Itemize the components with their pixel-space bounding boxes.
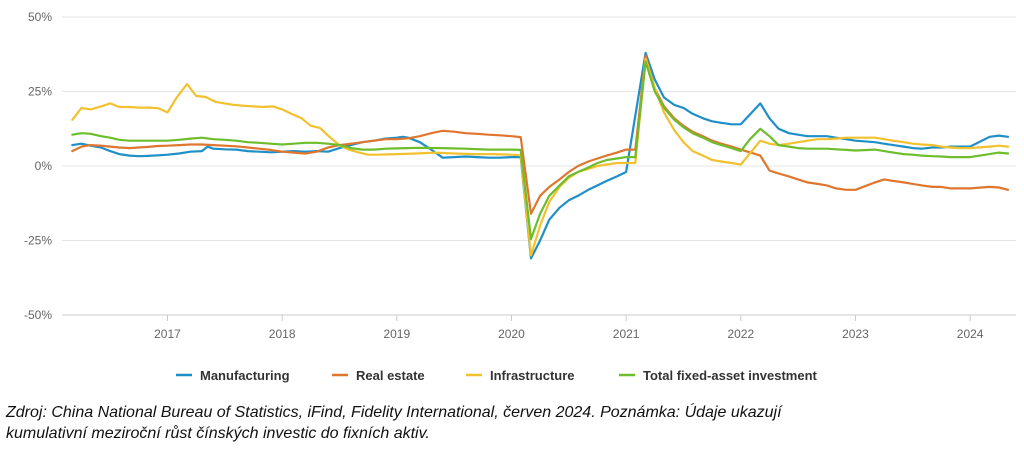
- line-chart: 50% 25% 0% -25% -50% 2017 2018 2019 2020 2021 202…: [24, 10, 1016, 383]
- y-tick-label: 0%: [35, 159, 53, 173]
- series-line-manufacturing: [71, 51, 1010, 260]
- x-tick-label: 2018: [269, 327, 296, 341]
- series-line-real-estate: [71, 54, 1010, 215]
- legend-label: Infrastructure: [490, 368, 575, 383]
- y-tick-label: -50%: [24, 308, 52, 322]
- series-line-total-fixed-asset-investment: [71, 60, 1010, 241]
- legend-label: Real estate: [356, 368, 425, 383]
- caption-line-2: kumulativní meziroční růst čínských inve…: [6, 425, 430, 442]
- x-tick-label: 2022: [727, 327, 754, 341]
- x-tick-label: 2019: [383, 327, 410, 341]
- y-axis-ticks: 50% 25% 0% -25% -50%: [24, 10, 52, 322]
- series-line-infrastructure: [71, 57, 1010, 257]
- y-tick-label: -25%: [24, 234, 52, 248]
- y-tick-label: 50%: [28, 10, 52, 24]
- x-tick-label: 2021: [613, 327, 640, 341]
- x-tick-label: 2020: [498, 327, 525, 341]
- x-tick-label: 2023: [842, 327, 869, 341]
- legend-label: Manufacturing: [200, 368, 290, 383]
- x-tick-label: 2024: [957, 327, 984, 341]
- source-caption: Zdroj: China National Bureau of Statisti…: [6, 402, 1016, 444]
- legend: Manufacturing Real estate Infrastructure To…: [176, 368, 818, 383]
- caption-line-1: Zdroj: China National Bureau of Statisti…: [6, 404, 782, 421]
- series-lines: [71, 51, 1010, 260]
- gridlines: [62, 16, 1016, 316]
- y-tick-label: 25%: [28, 85, 52, 99]
- x-axis-ticks: 2017 2018 2019 2020 2021 2022 2023 2024: [154, 315, 984, 341]
- x-tick-label: 2017: [154, 327, 181, 341]
- legend-label: Total fixed-asset investment: [643, 368, 818, 383]
